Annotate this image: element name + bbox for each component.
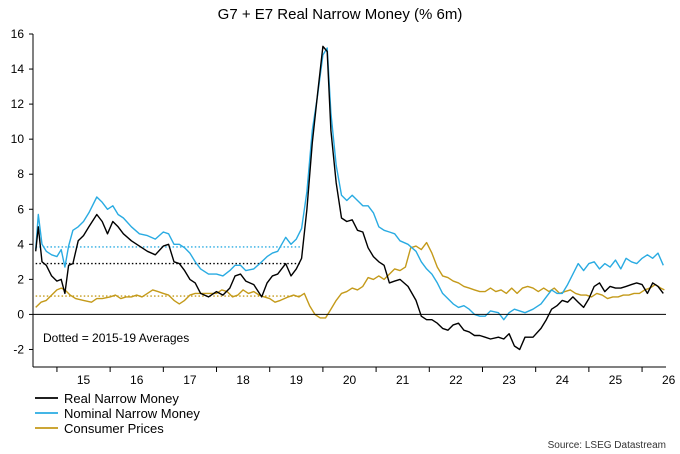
y-tick-label: 8 (17, 167, 24, 181)
x-tick-label: 18 (236, 373, 250, 387)
x-tick-label: 22 (449, 373, 463, 387)
x-tick-label: 17 (183, 373, 197, 387)
series-line-real-narrow-money (35, 45, 664, 351)
series-lines (35, 45, 665, 351)
y-tick-label: 2 (17, 272, 24, 286)
legend-label: Consumer Prices (64, 421, 164, 436)
series-line-nominal-narrow-money (35, 47, 664, 321)
y-tick-label: 4 (17, 237, 24, 251)
x-tick-label: 19 (290, 373, 304, 387)
x-tick-label: 26 (662, 373, 676, 387)
chart-title: G7 + E7 Real Narrow Money (% 6m) (218, 6, 463, 23)
x-tick-label: 23 (502, 373, 516, 387)
y-tick-label: -2 (13, 342, 24, 356)
y-tick-label: 0 (17, 307, 24, 321)
y-tick-label: 10 (11, 132, 25, 146)
y-tick-label: 12 (11, 97, 25, 111)
source-note: Source: LSEG Datastream (548, 440, 666, 451)
x-tick-label: 21 (396, 373, 410, 387)
x-tick-label: 24 (556, 373, 570, 387)
y-tick-label: 6 (17, 202, 24, 216)
x-tick-label: 15 (77, 373, 91, 387)
y-tick-label: 14 (11, 62, 25, 76)
legend-label: Real Narrow Money (64, 391, 179, 406)
x-tick-label: 16 (130, 373, 144, 387)
x-tick-label: 20 (343, 373, 357, 387)
y-tick-label: 16 (11, 27, 25, 41)
dotted-averages-note: Dotted = 2015-19 Averages (43, 331, 189, 345)
legend-label: Nominal Narrow Money (64, 406, 200, 421)
x-tick-label: 25 (609, 373, 623, 387)
